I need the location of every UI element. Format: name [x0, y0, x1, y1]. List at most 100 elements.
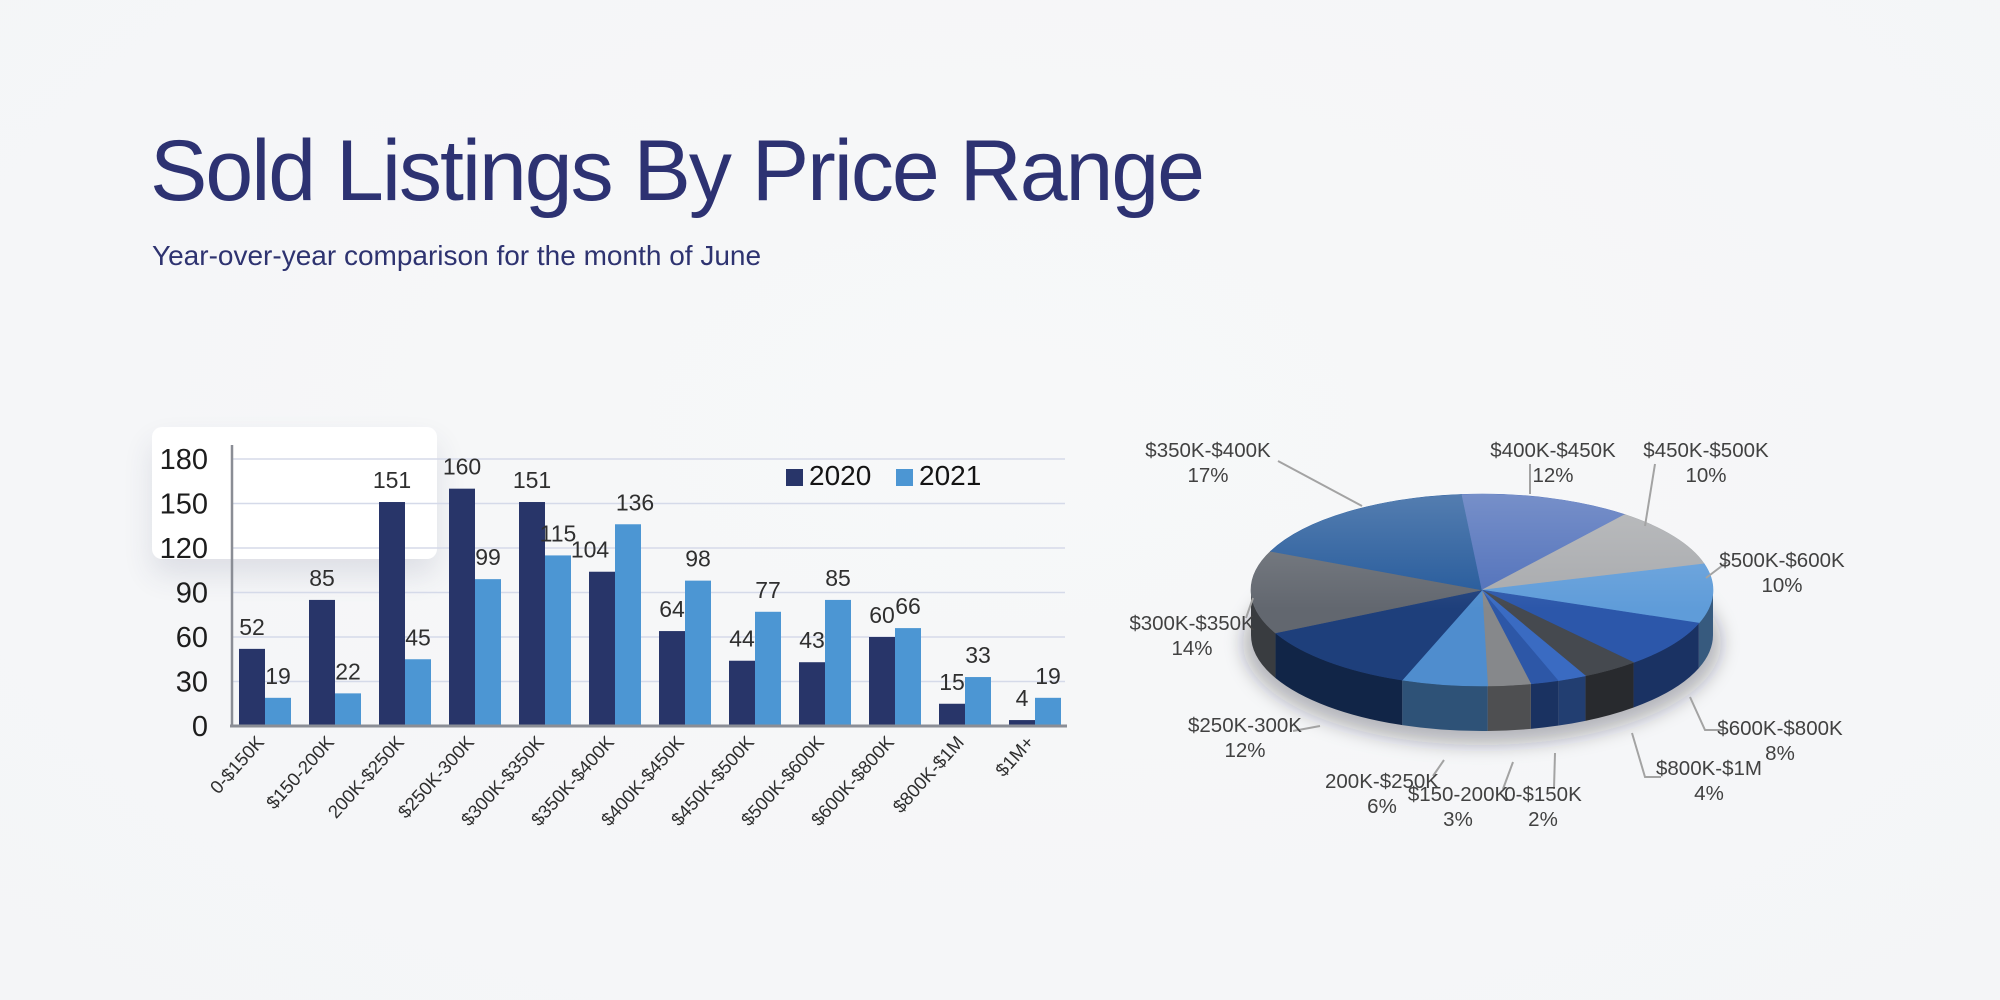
pie-slice-side-$800K-$1M: [1585, 662, 1634, 721]
pie-callout-line-$450K-$500K: [1644, 463, 1656, 527]
legend-swatch-2020: [786, 469, 803, 486]
bar-value-label: 151: [513, 467, 551, 493]
bar-value-label: 115: [540, 520, 577, 546]
pie-label-name-$450K-$500K: $450K-$500K: [1643, 439, 1769, 462]
bar-2020-$250K-300K: [449, 488, 475, 726]
bar-2021-$150-200K: [335, 693, 361, 726]
pie-callout-line-$350K-$400K: [1277, 460, 1363, 507]
pie-label-pct-0-$150K: 2%: [1528, 808, 1558, 831]
bar-2020-$450K-$500K: [729, 660, 755, 726]
bar-2021-$500K-$600K: [825, 599, 851, 726]
bar-2020-$350K-$400K: [589, 571, 615, 726]
y-axis-tick-label: 150: [160, 489, 208, 521]
y-axis-tick-label: 30: [176, 667, 208, 699]
pie-label-pct-$400K-$450K: 12%: [1532, 464, 1573, 487]
pie-label-name-$500K-$600K: $500K-$600K: [1719, 549, 1845, 572]
bar-2021-$600K-$800K: [895, 628, 921, 726]
pie-slice-side-200K-$250K: [1402, 680, 1488, 731]
pie-label-name-200K-$250K: 200K-$250K: [1325, 770, 1439, 793]
pie-label-name-$250K-300K: $250K-300K: [1188, 714, 1302, 737]
bar-2021-$350K-$400K: [615, 524, 641, 726]
pie-callout-line-$250K-300K: [1292, 725, 1321, 732]
bar-value-label: 22: [335, 658, 361, 684]
pie-label-pct-$600K-$800K: 8%: [1765, 742, 1795, 765]
pie-label-name-$150-200K: $150-200K: [1408, 783, 1509, 806]
bar-value-label: 60: [869, 602, 895, 628]
pie-label-name-$400K-$450K: $400K-$450K: [1490, 439, 1616, 462]
pie-slice-side-$250K-300K: [1275, 632, 1403, 726]
bar-value-label: 66: [895, 593, 921, 619]
bar-value-label: 45: [405, 624, 431, 650]
pie-label-pct-$800K-$1M: 4%: [1694, 782, 1724, 805]
pie-label-pct-$150-200K: 3%: [1443, 808, 1473, 831]
bar-2021-0-$150K: [265, 697, 291, 726]
bar-2021-$800K-$1M: [965, 677, 991, 726]
pie-slice-side-$150-200K: [1487, 683, 1531, 731]
pie-label-name-$800K-$1M: $800K-$1M: [1656, 757, 1762, 780]
bar-value-label: 98: [685, 546, 711, 572]
bar-value-label: 64: [659, 596, 685, 622]
bar-2021-$250K-300K: [475, 579, 501, 726]
bar-value-label: 85: [825, 565, 851, 591]
bar-value-label: 15: [939, 669, 965, 695]
bar-2020-0-$150K: [239, 648, 265, 726]
x-axis-category-label: $150-200K: [262, 731, 339, 813]
y-axis-tick-label: 0: [192, 711, 208, 743]
y-axis-tick-label: 90: [176, 578, 208, 610]
bar-value-label: 85: [309, 565, 335, 591]
bar-value-label: 77: [755, 577, 781, 603]
pie-label-name-$350K-$400K: $350K-$400K: [1145, 439, 1271, 462]
pie-slice-side-0-$150K: [1530, 680, 1559, 729]
bar-2020-$150-200K: [309, 599, 335, 726]
pie-label-pct-200K-$250K: 6%: [1367, 795, 1397, 818]
pie-slice-side-$600K-$800K: [1633, 623, 1699, 708]
x-axis-category-label: $1M+: [991, 732, 1038, 781]
legend-label-2021: 2021: [919, 460, 981, 491]
pie-callout-line-$150-200K: [1502, 761, 1514, 790]
bar-value-label: 99: [475, 544, 501, 570]
bar-value-label: 4: [1016, 685, 1029, 711]
bar-value-label: 136: [616, 489, 654, 515]
bar-value-label: 160: [443, 454, 481, 480]
pie-callout-line-0-$150K: [1553, 752, 1556, 790]
page-subtitle: Year-over-year comparison for the month …: [152, 240, 762, 271]
bar-2021-$1M+: [1035, 697, 1061, 726]
bar-value-label: 104: [571, 537, 610, 563]
bar-2020-$400K-$450K: [659, 631, 685, 726]
bar-2020-$1M+: [1009, 720, 1035, 726]
bar-value-label: 19: [1035, 663, 1061, 689]
bar-2020-$500K-$600K: [799, 662, 825, 726]
pie-label-pct-$250K-300K: 12%: [1224, 739, 1265, 762]
x-axis-category-label: $800K-$1M: [888, 732, 968, 817]
page-title: Sold Listings By Price Range: [150, 123, 1205, 219]
y-axis-tick-label: 120: [160, 533, 208, 565]
bar-value-label: 19: [265, 663, 291, 689]
pie-label-pct-$350K-$400K: 17%: [1187, 464, 1228, 487]
pie-slice-side-$1M+: [1558, 675, 1586, 726]
bar-2021-$450K-$500K: [755, 611, 781, 726]
bar-value-label: 52: [239, 614, 265, 640]
pie-slice-side-$500K-$600K: [1698, 590, 1713, 669]
bar-2020-$300K-$350K: [519, 502, 545, 726]
x-axis-category-label: 0-$150K: [206, 731, 269, 798]
bar-2021-$300K-$350K: [545, 555, 571, 726]
pie-label-name-$300K-$350K: $300K-$350K: [1130, 612, 1255, 635]
legend-label-2020: 2020: [809, 460, 871, 491]
bar-2021-200K-$250K: [405, 659, 431, 726]
y-axis-tick-label: 180: [160, 444, 208, 476]
pie-label-name-0-$150K: 0-$150K: [1504, 783, 1582, 806]
pie-callout-line-$300K-$350K: [1245, 597, 1254, 619]
pie-label-pct-$300K-$350K: 14%: [1171, 637, 1212, 660]
bar-2021-$400K-$450K: [685, 580, 711, 726]
bar-value-label: 43: [799, 627, 825, 653]
pie-callout-line-200K-$250K: [1432, 759, 1445, 777]
bar-2020-$600K-$800K: [869, 637, 895, 726]
bar-value-label: 44: [729, 626, 755, 652]
pie-label-pct-$500K-$600K: 10%: [1761, 574, 1802, 597]
pie-callout-line-$500K-$600K: [1705, 561, 1728, 579]
bar-2020-$800K-$1M: [939, 703, 965, 726]
pie-sheen-overlay: [1251, 494, 1713, 686]
bar-value-label: 33: [965, 642, 991, 668]
